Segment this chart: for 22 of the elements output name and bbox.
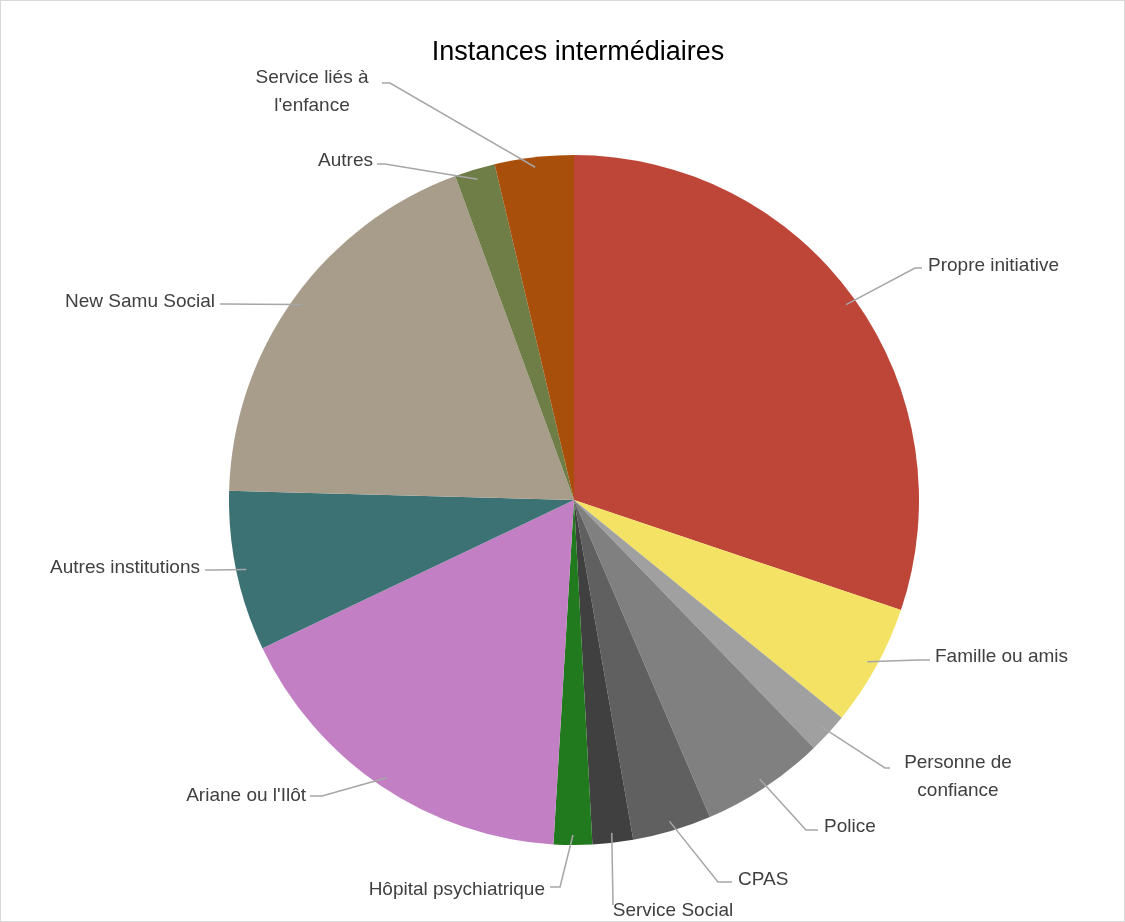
slice-label: Autres institutions: [50, 555, 200, 577]
slice-label: Service Social: [612, 898, 734, 920]
slice-label: New Samu Social: [65, 289, 215, 311]
pie-slice: [574, 500, 710, 840]
chart-title: Instances intermédiaires: [431, 36, 725, 67]
slice-label: Propre initiative: [928, 253, 1059, 275]
pie-slice: [455, 164, 574, 500]
pie-slice: [574, 155, 919, 611]
pie-slice: [574, 500, 634, 845]
slice-label: Famille ou amis: [935, 644, 1069, 666]
pie-slice: [574, 500, 901, 718]
pie-slice: [229, 176, 574, 500]
slice-label: Hôpital psychiatrique: [368, 877, 545, 899]
slice-label: CPAS: [738, 867, 789, 889]
slice-label: Police: [824, 814, 876, 836]
slice-label: Autres: [318, 148, 373, 170]
slice-label: Personne de confiance: [904, 750, 1012, 800]
pie-slice: [574, 500, 814, 818]
slice-label: Ariane ou l'Ilôt: [186, 783, 307, 805]
pie-slice: [494, 155, 574, 500]
slice-label: Service liés à l'enfance: [255, 65, 369, 115]
pie-slice: [229, 490, 574, 649]
